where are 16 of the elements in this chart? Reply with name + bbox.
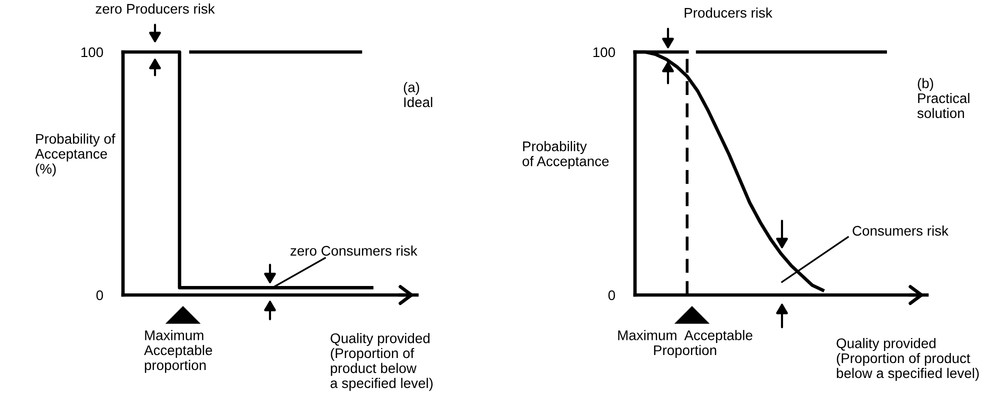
text: (b) Practical solution bbox=[917, 78, 970, 118]
y-tick-label: 100 bbox=[81, 47, 104, 58]
y-tick-label: 0 bbox=[608, 290, 616, 300]
y-axis-title: Probability of Acceptance bbox=[522, 141, 609, 169]
text: (a) Ideal bbox=[404, 82, 432, 108]
annotation: Consumers risk bbox=[852, 226, 948, 236]
x-axis-title: Quality provided (Proportion of product below a specified level) bbox=[330, 333, 433, 391]
text: Producers risk bbox=[684, 8, 772, 18]
y-axis-title: Probability of Acceptance (%) bbox=[35, 134, 116, 176]
annotation: zero Consumers risk bbox=[290, 246, 418, 256]
text: Maximum Acceptable Proportion bbox=[618, 330, 752, 358]
x-axis-title: Quality provided (Proportion of product below a specified level) bbox=[836, 338, 979, 381]
y-tick-label: 100 bbox=[593, 47, 616, 58]
y-tick-label: 0 bbox=[96, 290, 104, 300]
text: Maximum Acceptable proportion bbox=[144, 330, 212, 373]
text: zero Producers risk bbox=[96, 4, 215, 14]
